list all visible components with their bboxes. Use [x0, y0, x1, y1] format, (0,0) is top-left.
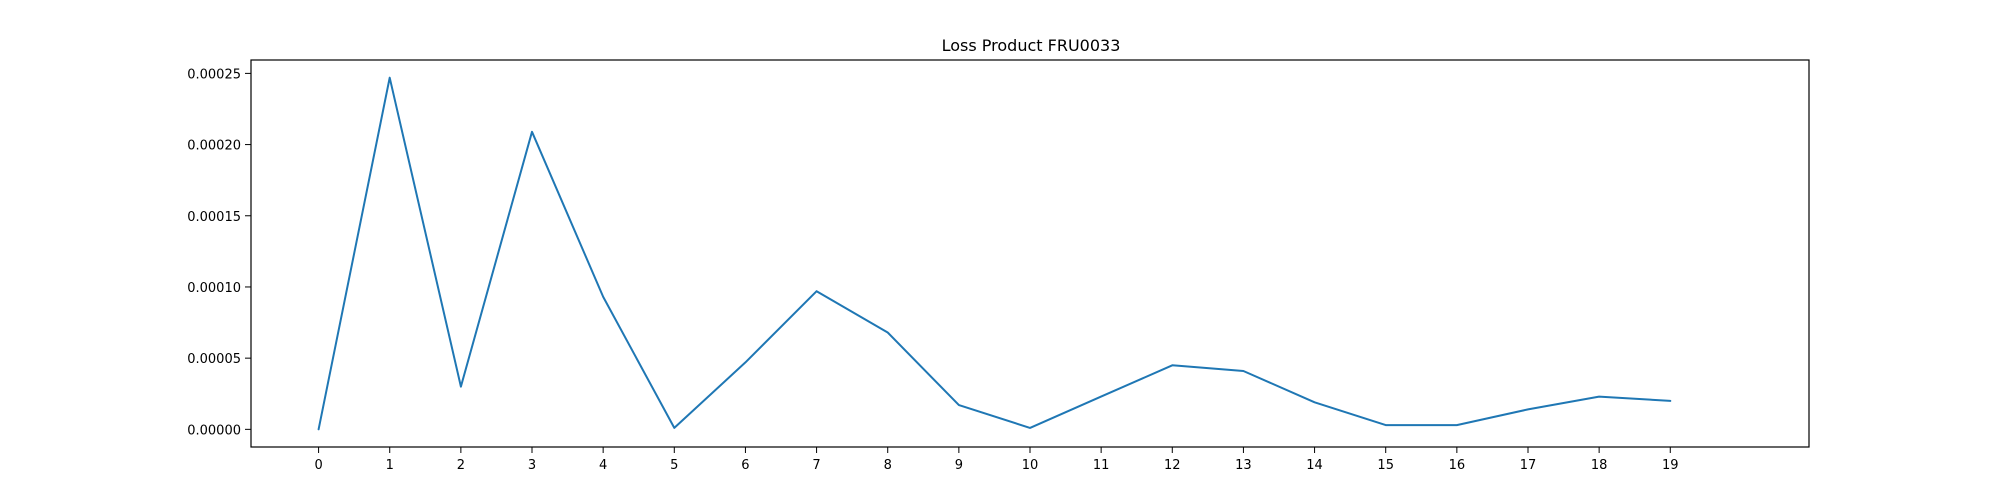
x-tick-label: 7 — [812, 458, 820, 473]
x-tick-label: 18 — [1591, 458, 1608, 473]
y-axis: 0.00000 0.00005 0.00010 0.00015 0.00020 0.000… — [187, 67, 251, 438]
x-tick-label: 3 — [528, 458, 536, 473]
chart-title: Loss Product FRU0033 — [942, 36, 1121, 55]
x-tick-label: 17 — [1520, 458, 1537, 473]
x-tick-label: 2 — [457, 458, 465, 473]
x-tick-label: 8 — [884, 458, 892, 473]
x-tick-label: 1 — [386, 458, 394, 473]
x-tick-label: 19 — [1662, 458, 1679, 473]
x-tick-label: 5 — [670, 458, 678, 473]
x-axis: 0 1 2 3 4 5 6 7 8 9 10 11 12 13 14 15 16 17 18 19 — [314, 447, 1679, 473]
x-tick-label: 16 — [1449, 458, 1466, 473]
x-tick-label: 11 — [1093, 458, 1110, 473]
plot-area-frame — [250, 59, 1810, 448]
x-tick-label: 13 — [1235, 458, 1252, 473]
x-tick-label: 10 — [1022, 458, 1039, 473]
x-tick-label: 12 — [1164, 458, 1181, 473]
x-tick-label: 9 — [955, 458, 963, 473]
series-line — [317, 76, 1672, 431]
x-tick-label: 15 — [1377, 458, 1394, 473]
x-tick-label: 6 — [741, 458, 749, 473]
y-tick-label: 0.00020 — [187, 139, 241, 154]
x-tick-label: 4 — [599, 458, 607, 473]
x-tick-label: 14 — [1306, 458, 1323, 473]
y-tick-label: 0.00005 — [187, 352, 241, 367]
y-tick-label: 0.00015 — [187, 210, 241, 225]
y-tick-label: 0.00000 — [187, 423, 241, 438]
y-tick-label: 0.00025 — [187, 67, 241, 82]
y-tick-label: 0.00010 — [187, 281, 241, 296]
x-tick-label: 0 — [314, 458, 322, 473]
